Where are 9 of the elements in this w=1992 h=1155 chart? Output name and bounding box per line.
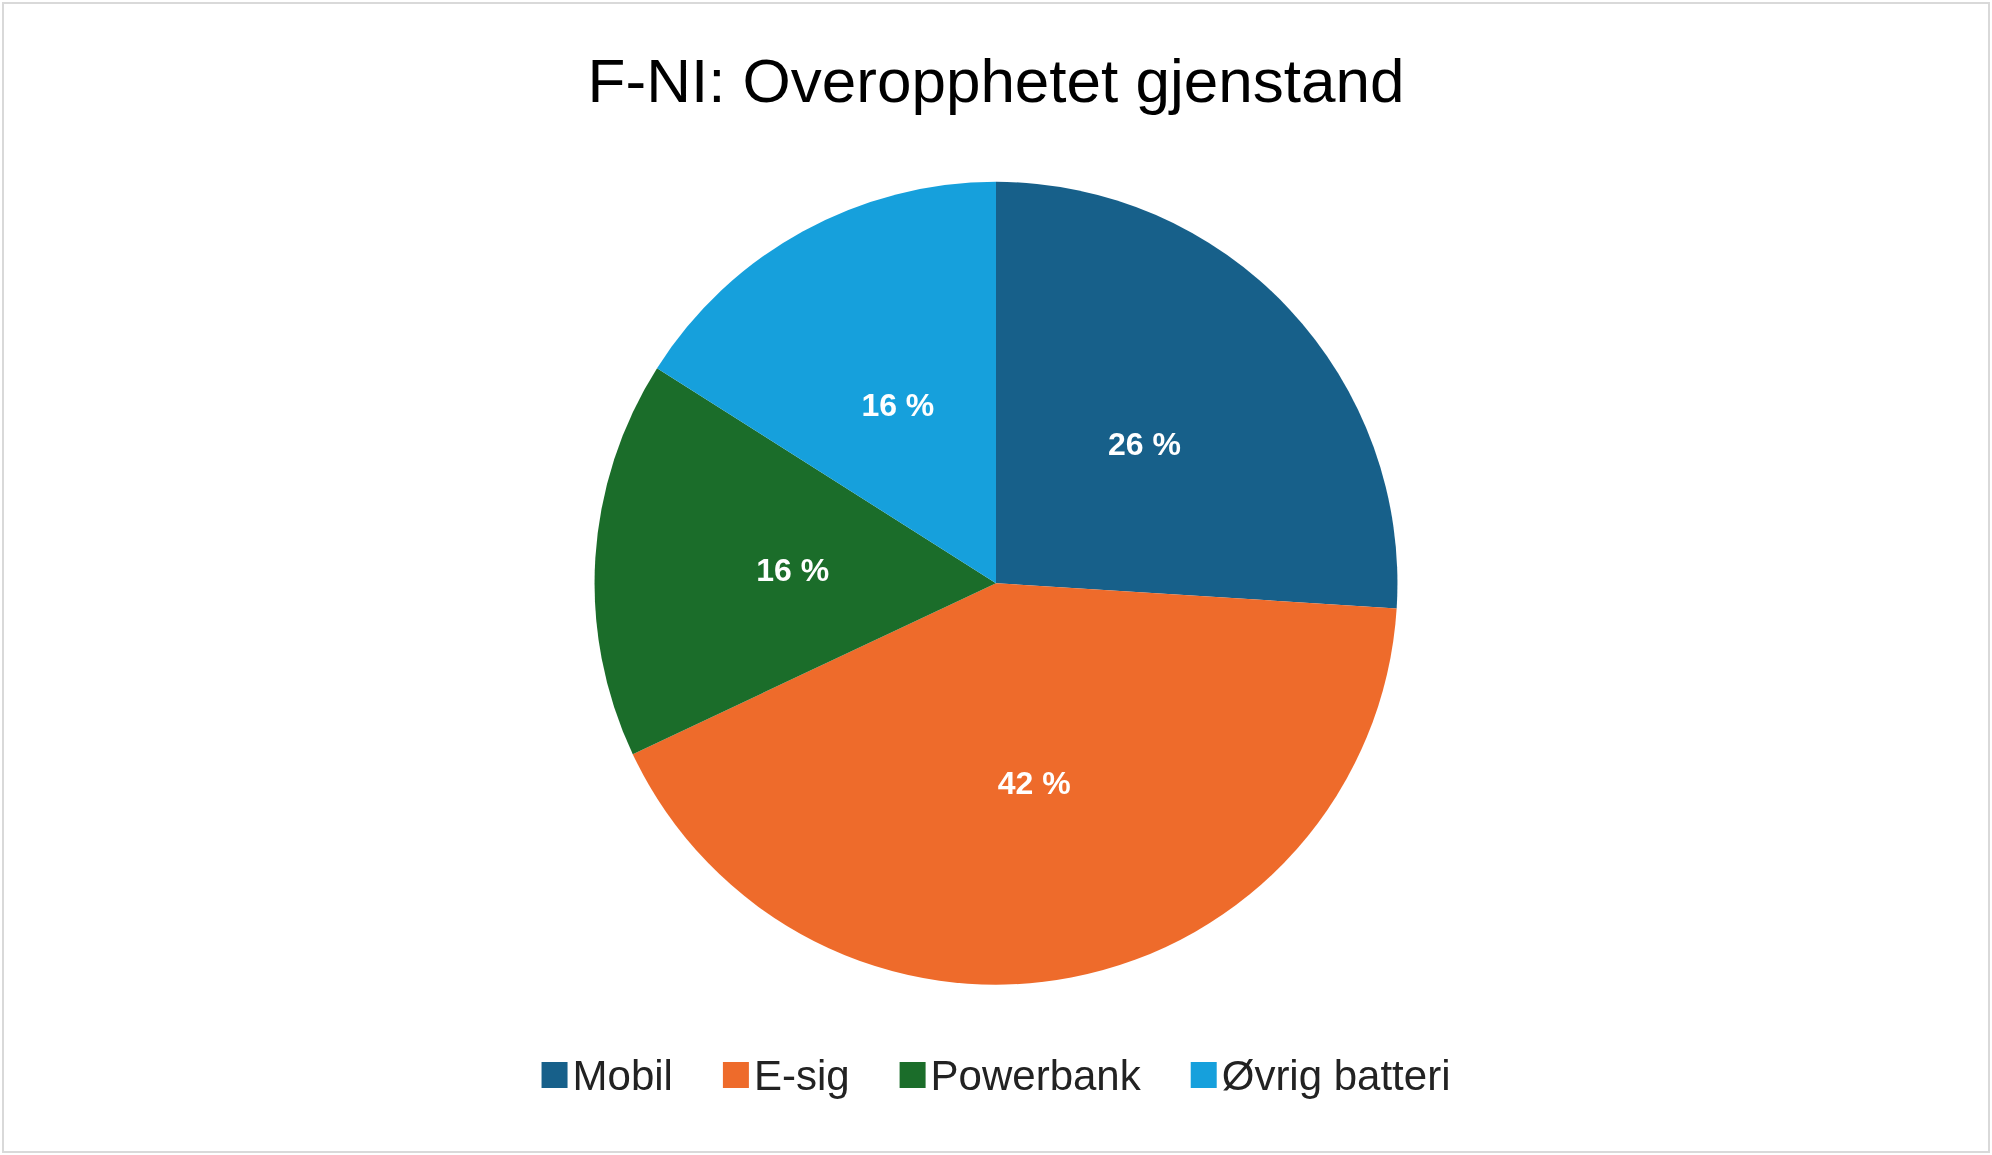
legend-label: Mobil: [572, 1051, 673, 1099]
data-label: 26 %: [1108, 425, 1181, 462]
legend-label: Powerbank: [930, 1051, 1142, 1099]
data-label: 16 %: [861, 386, 935, 423]
legend-label: Øvrig batteri: [1221, 1051, 1451, 1099]
chart-title: F-NI: Overopphetet gjenstand: [587, 45, 1405, 115]
data-label: 16 %: [756, 552, 830, 589]
data-label: 42 %: [997, 765, 1071, 802]
legend-label: E-sig: [753, 1051, 850, 1099]
